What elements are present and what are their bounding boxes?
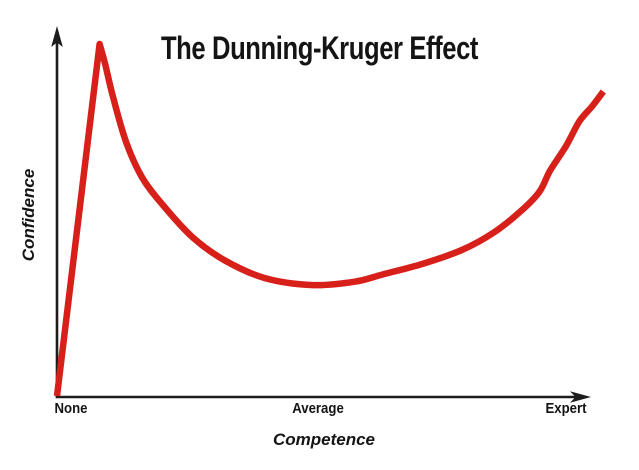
chart-title: The Dunning-Kruger Effect: [160, 30, 479, 66]
axes: [51, 26, 591, 403]
confidence-curve: [53, 40, 606, 397]
y-axis-label: Confidence: [19, 168, 38, 262]
x-tick-expert: Expert: [545, 400, 587, 417]
x-tick-average: Average: [291, 400, 344, 417]
x-axis-label: Competence: [272, 430, 376, 449]
x-axis-arrowhead: [570, 391, 591, 403]
x-tick-none: None: [54, 400, 88, 417]
y-axis-arrowhead: [51, 26, 63, 47]
